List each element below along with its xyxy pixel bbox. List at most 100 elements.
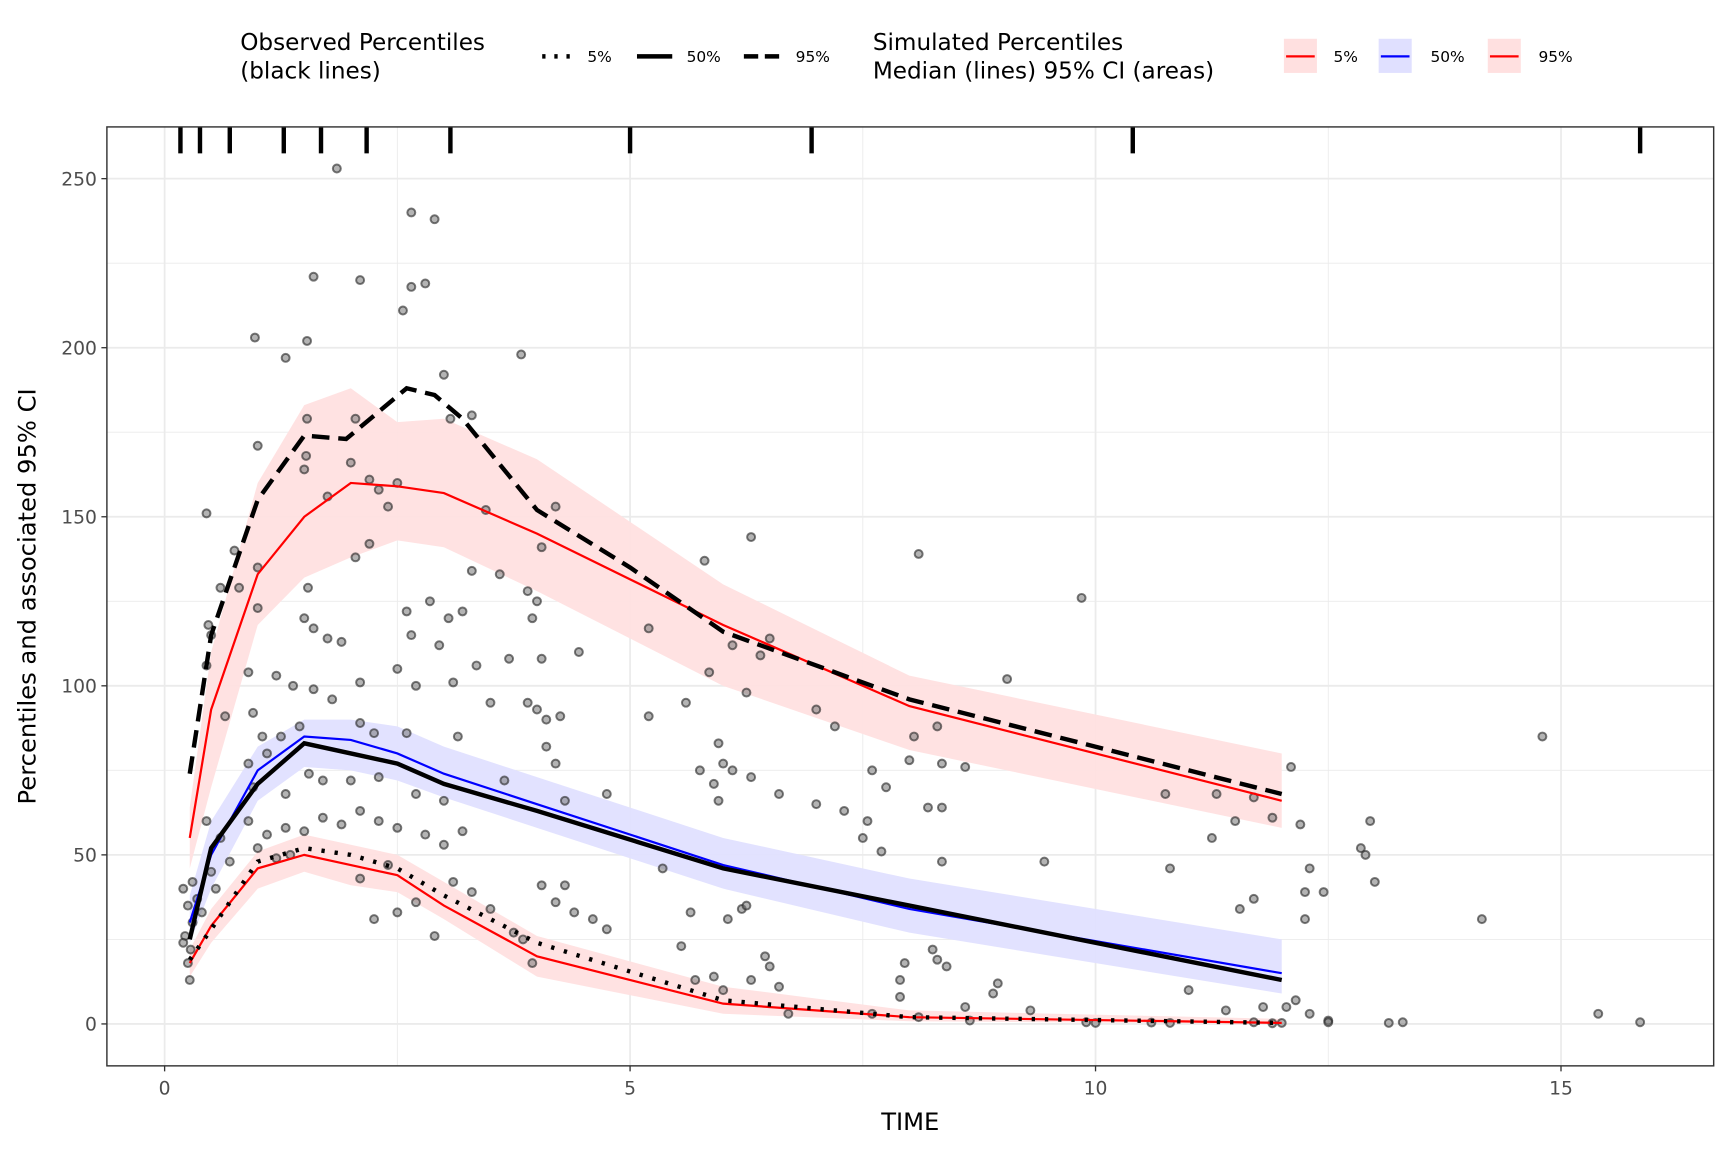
- observed-point: [532, 704, 542, 715]
- observed-point: [248, 707, 259, 718]
- observed-point: [201, 816, 212, 827]
- observed-point: [406, 207, 417, 218]
- observed-point: [550, 897, 561, 908]
- observed-point: [774, 789, 784, 799]
- observed-point: [811, 799, 822, 810]
- observed-point: [364, 538, 375, 549]
- x-tick-label: 5: [624, 1079, 636, 1100]
- observed-point: [559, 795, 570, 806]
- observed-point: [550, 501, 561, 512]
- observed-point: [294, 721, 305, 732]
- observed-point: [420, 829, 431, 840]
- observed-point: [303, 582, 313, 593]
- observed-point: [1290, 995, 1301, 1006]
- observed-point: [1304, 863, 1315, 874]
- observed-point: [345, 775, 356, 786]
- observed-point: [1039, 856, 1050, 867]
- observed-point: [555, 711, 566, 722]
- observed-point: [178, 937, 189, 948]
- legend-observed-50-label: 50%: [687, 48, 721, 66]
- sim-p5-median-line: [188, 853, 1282, 1025]
- observed-point: [373, 816, 384, 827]
- observed-point: [601, 924, 612, 935]
- observed-point: [355, 275, 366, 286]
- observed-point: [927, 944, 938, 955]
- legend-observed-subtitle: (black lines): [240, 58, 381, 84]
- observed-point: [280, 822, 291, 833]
- observed-point: [336, 819, 347, 830]
- observed-point: [1211, 789, 1222, 799]
- observed-point: [1230, 816, 1241, 827]
- observed-point: [536, 542, 547, 553]
- y-axis-title: Percentiles and associated 95% CI: [12, 388, 41, 804]
- observed-point: [485, 904, 496, 914]
- observed-point: [536, 653, 547, 664]
- observed-point: [445, 413, 456, 424]
- x-tick-label: 0: [159, 1079, 171, 1100]
- observed-point: [936, 856, 947, 867]
- observed-point: [1300, 914, 1310, 925]
- observed-point: [411, 680, 421, 691]
- observed-point: [355, 677, 366, 688]
- observed-point: [704, 667, 715, 678]
- observed-point: [783, 1008, 794, 1019]
- legend-simulated-subtitle: Median (lines) 95% CI (areas): [873, 58, 1214, 84]
- observed-point: [727, 765, 738, 776]
- observed-point: [182, 900, 193, 911]
- observed-point: [1383, 1017, 1394, 1028]
- observed-point: [811, 704, 822, 715]
- legend-sim-50-label: 50%: [1430, 48, 1464, 66]
- observed-point: [411, 789, 421, 799]
- sim-p95-ci-band: [189, 388, 1282, 869]
- observed-point: [536, 880, 547, 891]
- observed-point: [718, 985, 729, 996]
- observed-point: [1300, 887, 1310, 898]
- observed-point: [1304, 1008, 1315, 1019]
- observed-point: [220, 711, 231, 722]
- observed-point: [1076, 592, 1087, 603]
- observed-point: [420, 278, 431, 289]
- observed-point: [466, 565, 477, 576]
- observed-point: [895, 991, 906, 1002]
- observed-point: [401, 606, 412, 617]
- observed-point: [392, 663, 403, 674]
- observed-point: [369, 728, 380, 739]
- sim-p5-ci-band: [189, 834, 1282, 1024]
- observed-point: [722, 914, 733, 925]
- observed-point: [302, 413, 313, 424]
- y-tick-label: 0: [85, 1015, 97, 1036]
- observed-point: [541, 741, 552, 752]
- observed-point: [527, 958, 538, 969]
- y-tick-label: 250: [61, 169, 97, 190]
- observed-point: [280, 352, 291, 363]
- observed-point: [252, 843, 263, 854]
- observed-point: [243, 816, 254, 827]
- observed-point: [657, 863, 668, 874]
- observed-point: [1220, 1005, 1231, 1016]
- observed-point: [727, 640, 738, 651]
- observed-point: [881, 782, 892, 793]
- observed-point: [527, 613, 538, 624]
- observed-point: [448, 876, 459, 887]
- observed-point: [201, 508, 212, 519]
- observed-point: [960, 1002, 971, 1012]
- observed-point: [457, 606, 468, 617]
- legend-observed-95-label: 95%: [796, 48, 830, 66]
- observed-point: [302, 335, 313, 346]
- observed-point: [364, 474, 375, 485]
- observed-point: [499, 775, 510, 786]
- observed-point: [1248, 893, 1259, 904]
- observed-point: [746, 975, 757, 985]
- observed-point: [718, 758, 729, 769]
- observed-point: [494, 569, 505, 580]
- observed-point: [466, 887, 477, 898]
- observed-point: [862, 816, 873, 827]
- observed-point: [224, 856, 235, 867]
- observed-point: [1281, 1002, 1292, 1012]
- observed-point: [215, 582, 226, 593]
- observed-point: [685, 907, 696, 918]
- x-tick-label: 15: [1549, 1079, 1573, 1100]
- observed-p50-line: [187, 740, 1283, 983]
